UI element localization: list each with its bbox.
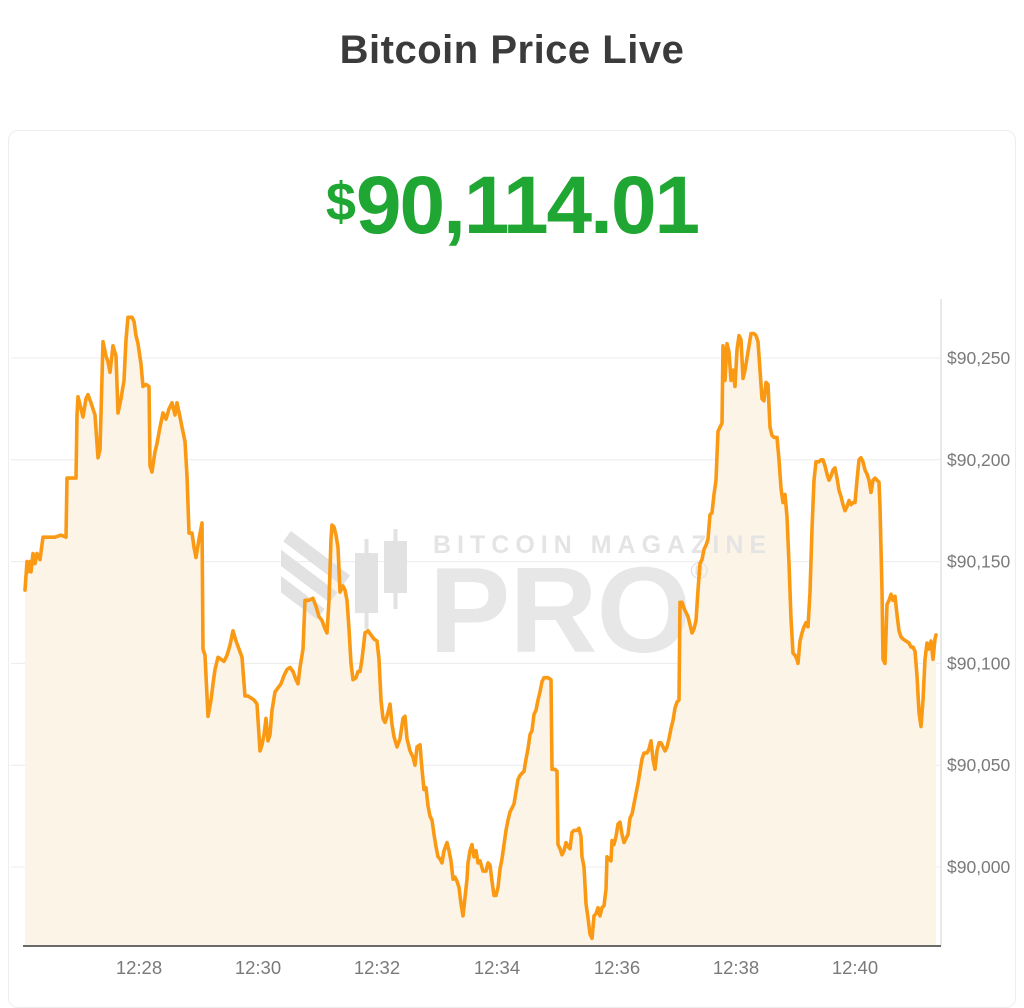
watermark-brand: BITCOIN MAGAZINE [433, 531, 773, 559]
y-axis-tick-label: $90,150 [947, 552, 1011, 572]
bitcoin-magazine-logo-icon [281, 529, 407, 629]
x-axis-tick-label: 12:28 [116, 957, 162, 978]
chart-card: BITCOIN MAGAZINE PRO ® $90,250 $90,200 $90… [8, 130, 1016, 1008]
currency-symbol: $ [325, 172, 356, 232]
y-axis-tick-label: $90,000 [947, 857, 1011, 877]
y-axis-tick-label: $90,250 [947, 348, 1011, 368]
page-title: Bitcoin Price Live [339, 28, 685, 72]
live-price: $90,114.01 [9, 159, 1015, 253]
price-area-fill [25, 317, 936, 946]
y-axis-tick-label: $90,050 [947, 755, 1011, 775]
y-axis-tick-label: $90,100 [947, 653, 1011, 673]
watermark-text: BITCOIN MAGAZINE PRO ® [429, 529, 773, 678]
x-axis-tick-label: 12:34 [474, 957, 520, 978]
price-amount: 90,114.01 [355, 160, 700, 251]
registered-mark-icon: ® [690, 558, 709, 585]
y-axis-tick-label: $90,200 [947, 450, 1011, 470]
x-axis-tick-label: 12:32 [354, 957, 400, 978]
x-axis-tick-label: 12:38 [713, 957, 759, 978]
watermark-pro: PRO [429, 542, 691, 678]
x-axis-tick-label: 12:36 [594, 957, 640, 978]
x-axis-tick-label: 12:40 [832, 957, 878, 978]
chart-layer-line: $90,250 $90,200 $90,150 $90,100 $90,050 $90,0… [23, 315, 1011, 978]
watermark-pro-line: PRO ® [429, 542, 772, 678]
chart-layer-base [11, 299, 942, 946]
x-axis-tick-label: 12:30 [235, 957, 281, 978]
watermark: BITCOIN MAGAZINE PRO ® [281, 529, 773, 678]
price-line [23, 315, 938, 941]
